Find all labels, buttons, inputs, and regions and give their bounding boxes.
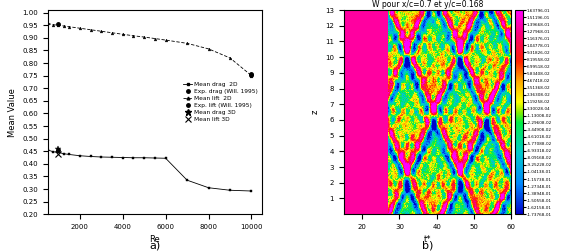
Text: b): b) — [422, 241, 433, 251]
X-axis label: t*: t* — [424, 235, 431, 244]
Title: W pour x/c=0.7 et y/c=0.168: W pour x/c=0.7 et y/c=0.168 — [371, 0, 483, 9]
Y-axis label: Mean Value: Mean Value — [8, 88, 17, 137]
X-axis label: Re: Re — [150, 235, 160, 244]
Legend: Mean drag  2D, Exp. drag (Will. 1995), Mean lift  2D, Exp. lift (Will. 1995), Me: Mean drag 2D, Exp. drag (Will. 1995), Me… — [182, 80, 259, 123]
Y-axis label: z: z — [310, 110, 319, 114]
Text: a): a) — [149, 241, 160, 251]
